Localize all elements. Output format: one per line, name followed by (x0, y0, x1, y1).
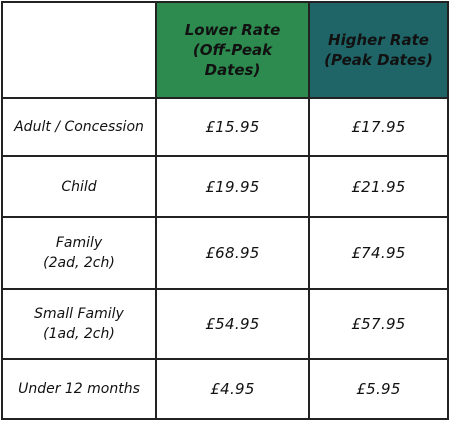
table-row: Small Family (1ad, 2ch) £54.95 £57.95 (1, 288, 449, 360)
ticket-type-line: Family (55, 235, 103, 251)
higher-rate-header-line: Higher Rate (328, 31, 429, 49)
ticket-type-label: Under 12 months (1, 358, 157, 420)
table-row: Family (2ad, 2ch) £68.95 £74.95 (1, 216, 449, 290)
table-row: Adult / Concession £15.95 £17.95 (1, 97, 449, 157)
table-row: Under 12 months £4.95 £5.95 (1, 358, 449, 420)
higher-rate-price: £74.95 (308, 216, 449, 290)
higher-rate-header-line: (Peak Dates) (324, 51, 433, 69)
lower-rate-price: £4.95 (155, 358, 310, 420)
ticket-type-label: Family (2ad, 2ch) (1, 216, 157, 290)
lower-rate-header: Lower Rate (Off-Peak Dates) (155, 1, 310, 99)
corner-cell (1, 1, 157, 99)
ticket-type-line: Under 12 months (18, 381, 140, 397)
ticket-type-label: Child (1, 155, 157, 218)
higher-rate-header: Higher Rate (Peak Dates) (308, 1, 449, 99)
price-table: Lower Rate (Off-Peak Dates) Higher Rate … (1, 1, 449, 420)
ticket-type-line: Child (61, 178, 97, 195)
lower-rate-price: £15.95 (155, 97, 310, 157)
higher-rate-price: £17.95 (308, 97, 449, 157)
higher-rate-price: £5.95 (308, 358, 449, 420)
table-row: Child £19.95 £21.95 (1, 155, 449, 218)
lower-rate-header-line: Dates) (204, 61, 261, 79)
higher-rate-price: £21.95 (308, 155, 449, 218)
header-row: Lower Rate (Off-Peak Dates) Higher Rate … (1, 1, 449, 99)
higher-rate-price: £57.95 (308, 288, 449, 360)
lower-rate-price: £19.95 (155, 155, 310, 218)
ticket-type-line: (1ad, 2ch) (43, 326, 115, 342)
ticket-type-line: (2ad, 2ch) (43, 255, 115, 271)
lower-rate-price: £54.95 (155, 288, 310, 360)
lower-rate-header-line: Lower Rate (184, 21, 281, 39)
lower-rate-price: £68.95 (155, 216, 310, 290)
ticket-type-label: Adult / Concession (1, 97, 157, 157)
lower-rate-header-line: (Off-Peak (192, 41, 273, 59)
ticket-type-label: Small Family (1ad, 2ch) (1, 288, 157, 360)
ticket-type-line: Adult / Concession (14, 119, 144, 135)
ticket-type-line: Small Family (34, 306, 124, 322)
